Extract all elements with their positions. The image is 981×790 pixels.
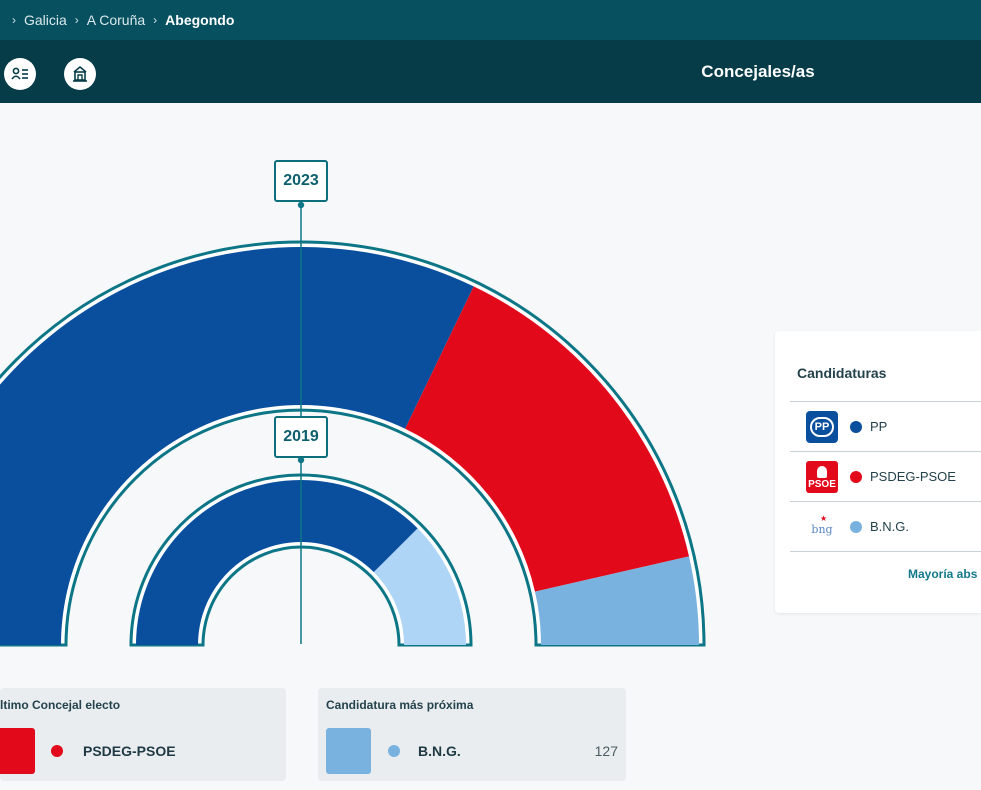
legend-item-psoe[interactable]: PSOE PSDEG-PSOE — [790, 452, 981, 501]
nearest-candidate-card: Candidatura más próxima B.N.G. 127 — [318, 688, 626, 781]
legend-dot — [850, 520, 862, 533]
party-color-swatch — [0, 728, 35, 774]
year-pointer-dot — [297, 456, 305, 464]
outer-ring-2023 — [0, 240, 706, 647]
star-icon: ★ — [820, 513, 828, 523]
party-dot — [51, 745, 63, 757]
legend-item-pp[interactable]: PP PP — [790, 402, 981, 451]
subheader-bar — [0, 40, 981, 103]
breadcrumb-current: Abegondo — [165, 12, 235, 28]
seat-segment-b-n-g-[interactable] — [373, 528, 466, 645]
absolute-majority-label: Mayoría abs — [908, 567, 978, 581]
party-dot — [388, 745, 400, 757]
seat-segment-pp[interactable] — [136, 480, 418, 645]
year-label-2023: 2023 — [274, 160, 328, 202]
divider — [790, 551, 981, 552]
chevron-right-icon: › — [12, 13, 16, 27]
card-title: Candidatura más próxima — [326, 698, 474, 712]
legend-dot — [850, 420, 862, 433]
year-label-2019: 2019 — [274, 416, 328, 458]
year-pointer-dot — [297, 201, 305, 209]
chevron-right-icon: › — [153, 13, 158, 27]
legend-item-label: B.N.G. — [870, 519, 910, 534]
town-hall-button[interactable] — [64, 58, 96, 90]
party-color-swatch — [326, 728, 371, 774]
bng-logo: ★ bng — [811, 513, 833, 537]
card-title: ltimo Concejal electo — [0, 698, 121, 712]
breadcrumb-item-province[interactable]: A Coruña — [86, 12, 146, 28]
legend-title: Candidaturas — [797, 365, 887, 381]
divider — [790, 401, 981, 402]
seat-segment-pp[interactable] — [0, 247, 474, 645]
seat-segment-psdeg-psoe[interactable] — [405, 286, 690, 592]
page-title: Concejales/as — [701, 61, 815, 81]
last-elected-party: PSDEG-PSOE — [83, 743, 176, 759]
breadcrumb-item-region[interactable]: Galicia — [24, 12, 67, 28]
candidates-legend: Candidaturas PP PP PSOE PSDEG-PSOE ★ bng… — [775, 331, 981, 613]
hemicycle-chart — [0, 201, 706, 647]
inner-ring-2019 — [129, 473, 473, 647]
user-list-icon — [11, 67, 28, 80]
divider — [790, 451, 981, 452]
legend-dot — [850, 470, 862, 483]
legend-item-label: PSDEG-PSOE — [870, 469, 956, 484]
chevron-right-icon: › — [74, 13, 79, 27]
pp-logo: PP — [806, 410, 838, 443]
psoe-logo: PSOE — [806, 460, 838, 493]
candidate-list-button[interactable] — [4, 58, 36, 90]
vote-difference-value: 127 — [594, 743, 618, 759]
divider — [790, 501, 981, 502]
seat-segment-b-n-g-[interactable] — [534, 556, 699, 645]
breadcrumb: › Galicia › A Coruña › Abegondo — [0, 0, 981, 40]
nearest-party: B.N.G. — [418, 743, 461, 759]
legend-item-bng[interactable]: ★ bng B.N.G. — [790, 502, 981, 551]
town-hall-icon — [73, 65, 87, 82]
rose-fist-icon — [817, 465, 827, 478]
last-elected-card: ltimo Concejal electo PSDEG-PSOE — [0, 688, 286, 781]
legend-item-label: PP — [870, 419, 888, 434]
